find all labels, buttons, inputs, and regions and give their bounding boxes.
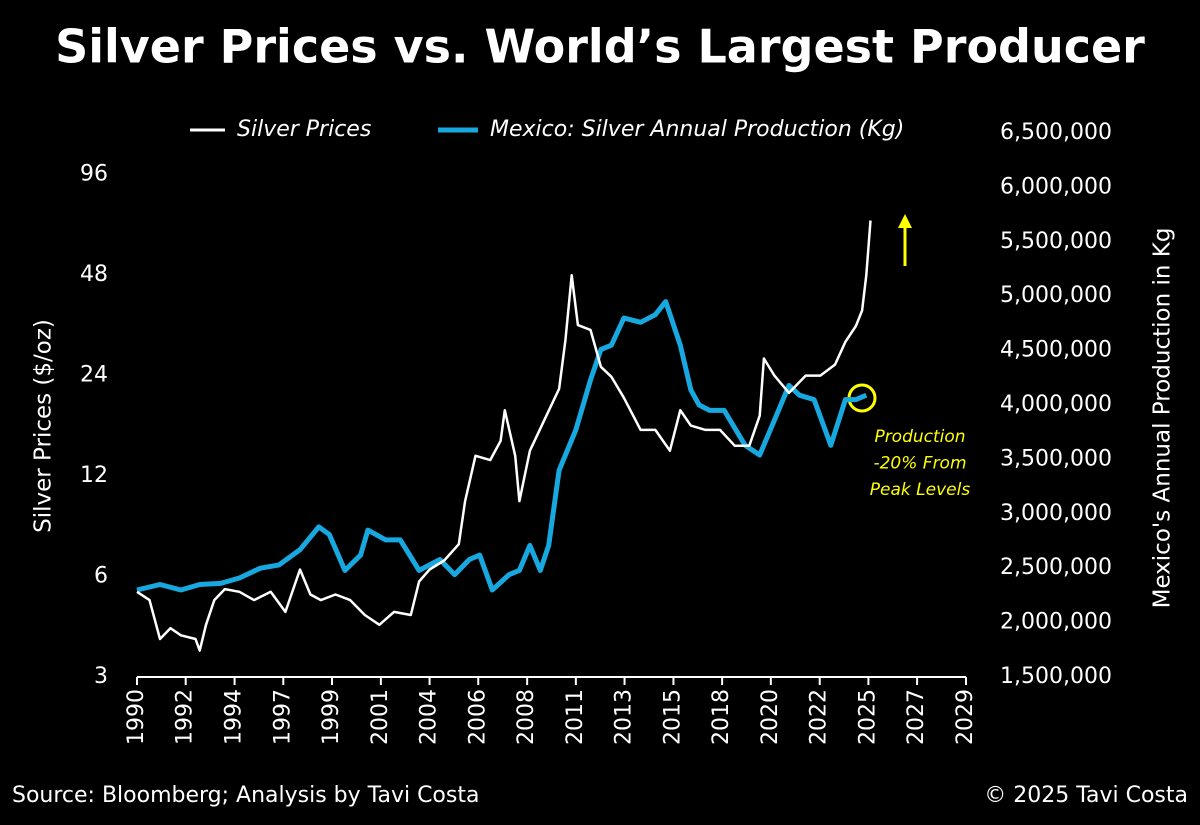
x-tick-label: 1992 [173,689,198,745]
source-note: Source: Bloomberg; Analysis by Tavi Cost… [12,783,479,808]
y2-tick-label: 5,000,000 [1000,283,1112,308]
x-tick-label: 2022 [807,689,832,745]
x-tick-label: 2001 [368,689,393,745]
y2-tick-label: 4,000,000 [1000,392,1112,417]
series-line [136,299,868,593]
y2-tick-label: 3,000,000 [1000,501,1112,526]
x-tick-label: 1997 [270,689,295,745]
x-tick-label: 2006 [465,689,490,745]
x-tick-label: 2025 [855,689,880,745]
legend-label: Mexico: Silver Annual Production (Kg) [490,117,904,142]
annotation: -20% From [873,454,966,474]
x-tick-label: 2020 [758,689,783,745]
annotation: Peak Levels [870,480,971,500]
x-tick-label: 1994 [222,689,247,745]
x-tick-label: 2029 [953,689,978,745]
y-axis-label: Silver Prices ($/oz) [31,319,57,533]
y-tick-label: 12 [80,463,108,488]
x-tick-label: 2013 [612,689,637,745]
x-tick-label: 2015 [660,689,685,745]
x-tick-label: 1990 [124,689,149,745]
y-tick-label: 96 [80,162,108,187]
y2-tick-label: 2,500,000 [1000,555,1112,580]
x-tick-label: 2018 [709,689,734,745]
y2-tick-label: 3,500,000 [1000,446,1112,471]
x-tick-label: 2008 [514,689,539,745]
x-tick-label: 2027 [904,689,929,745]
x-tick-label: 2004 [417,689,442,745]
arrow-head [898,214,912,228]
legend-label: Silver Prices [237,117,371,142]
annotation: Production [874,427,965,447]
y2-tick-label: 6,000,000 [1000,174,1112,199]
y-tick-label: 24 [80,363,108,388]
y2-axis-label: Mexico's Annual Production in Kg [1150,228,1176,609]
y2-tick-label: 5,500,000 [1000,229,1112,254]
series-line [136,220,872,652]
y2-tick-label: 6,500,000 [1000,120,1112,145]
y2-tick-label: 1,500,000 [1000,664,1112,689]
y-tick-label: 3 [94,664,108,689]
x-tick-label: 2011 [563,689,588,745]
chart-title: Silver Prices vs. World’s Largest Produc… [55,20,1145,74]
y-tick-label: 48 [80,262,108,287]
x-tick-label: 1999 [319,689,344,745]
y2-tick-label: 4,500,000 [1000,338,1112,363]
y2-tick-label: 2,000,000 [1000,610,1112,635]
credit: © 2025 Tavi Costa [984,783,1188,808]
y-tick-label: 6 [94,564,108,589]
